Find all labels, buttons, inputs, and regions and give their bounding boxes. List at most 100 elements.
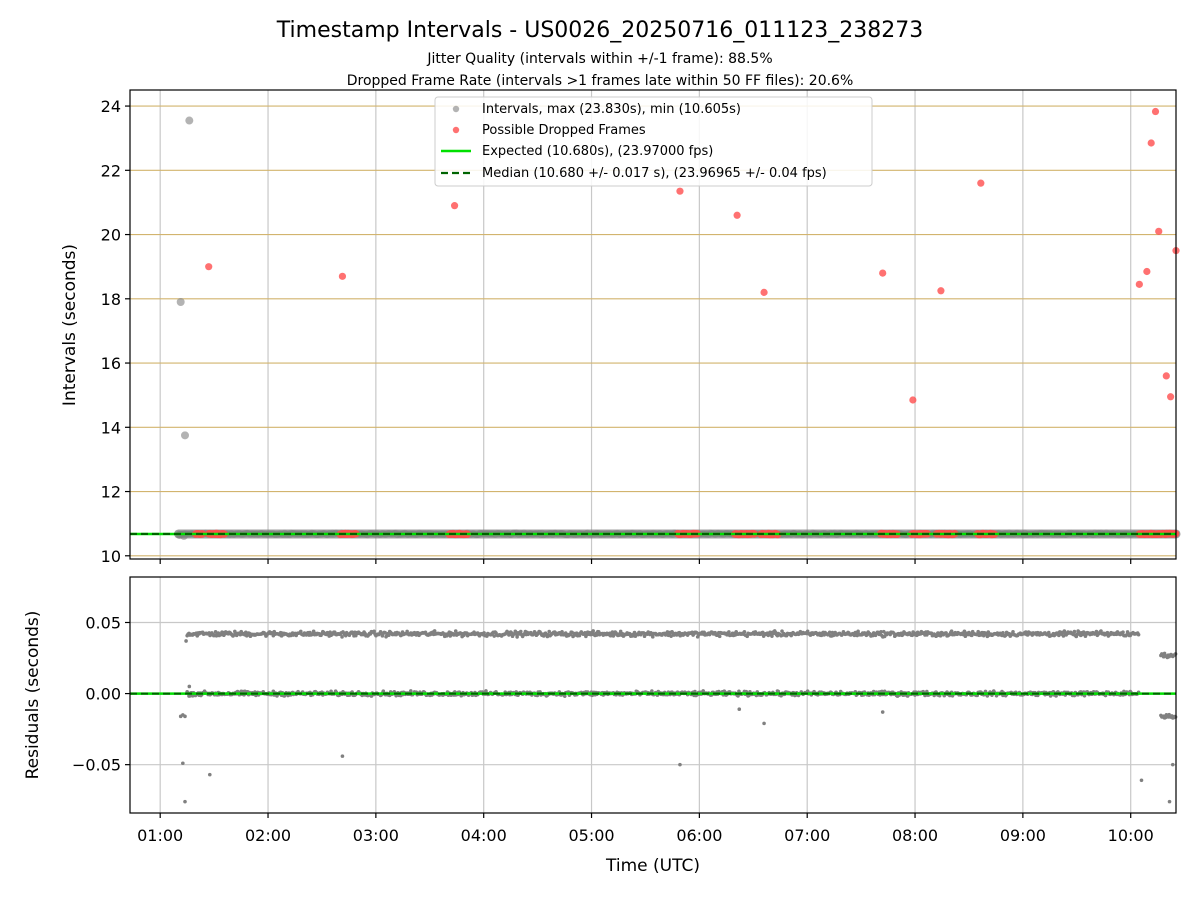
residual-point bbox=[650, 635, 655, 639]
top-y-tick-label: 22 bbox=[101, 161, 121, 180]
residual-point bbox=[827, 630, 832, 635]
residual-point bbox=[1054, 694, 1058, 698]
top-panel-grid bbox=[130, 90, 1176, 559]
residual-outlier-point bbox=[1139, 778, 1144, 783]
bottom-panel-frame bbox=[129, 576, 1177, 814]
residual-outlier-point bbox=[1170, 762, 1175, 767]
x-tick-label: 09:00 bbox=[1000, 826, 1046, 845]
residual-point bbox=[595, 633, 599, 637]
x-tick-label: 04:00 bbox=[461, 826, 507, 845]
residual-point bbox=[188, 694, 192, 698]
residual-point bbox=[1046, 630, 1051, 635]
dropped-frame-point bbox=[205, 263, 213, 271]
residual-point bbox=[1136, 632, 1141, 637]
residual-point bbox=[1061, 634, 1066, 638]
interval-outlier-point bbox=[180, 431, 189, 440]
residual-point bbox=[383, 630, 387, 635]
dropped-frame-point bbox=[676, 187, 684, 195]
dropped-frame-point bbox=[1167, 393, 1175, 401]
dropped-frame-point bbox=[1151, 107, 1160, 116]
residual-point bbox=[299, 629, 303, 634]
dropped-frame-point bbox=[909, 396, 917, 404]
residual-outlier-point bbox=[207, 772, 212, 777]
residual-point bbox=[742, 629, 747, 634]
dropped-frame-point bbox=[1155, 227, 1163, 235]
residual-point bbox=[547, 629, 552, 634]
x-tick-label: 05:00 bbox=[568, 826, 614, 845]
top-y-tick-label: 12 bbox=[101, 483, 121, 502]
dropped-frame-point bbox=[1147, 139, 1155, 147]
residual-outlier-point bbox=[183, 714, 187, 719]
dropped-frame-point bbox=[1143, 267, 1151, 276]
top-y-tick-label: 24 bbox=[101, 97, 121, 116]
bottom-y-axis-label: Residuals (seconds) bbox=[23, 611, 43, 780]
residual-outlier-point bbox=[183, 799, 187, 804]
dropped-frame-point bbox=[1135, 280, 1143, 288]
residual-point bbox=[856, 629, 860, 634]
dropped-frame-point bbox=[879, 269, 887, 277]
residual-point bbox=[340, 635, 344, 639]
residual-point bbox=[882, 689, 887, 694]
residual-point bbox=[879, 630, 883, 634]
chart-legend: Intervals, max (23.830s), min (10.605s) … bbox=[434, 96, 873, 187]
residual-point bbox=[717, 634, 722, 639]
legend-box bbox=[434, 96, 873, 187]
bottom-panel-data bbox=[130, 629, 1178, 804]
residual-point bbox=[944, 631, 948, 635]
dropped-frame-point bbox=[733, 211, 741, 219]
dropped-frame-point bbox=[977, 179, 985, 187]
x-tick-label: 02:00 bbox=[245, 826, 291, 845]
residual-point bbox=[432, 629, 437, 633]
residual-point bbox=[372, 629, 376, 634]
legend-label-dropped: Possible Dropped Frames bbox=[482, 123, 646, 138]
residual-point bbox=[560, 629, 564, 634]
residual-point bbox=[1072, 629, 1077, 634]
residual-point bbox=[745, 634, 749, 639]
legend-label-intervals: Intervals, max (23.830s), min (10.605s) bbox=[482, 102, 741, 117]
chart-subtitle-jitter: Jitter Quality (intervals within +/-1 fr… bbox=[426, 51, 772, 67]
residual-outlier-point bbox=[1167, 799, 1172, 804]
residual-point bbox=[938, 633, 943, 638]
residual-point bbox=[570, 630, 574, 635]
residual-point bbox=[665, 630, 670, 634]
residual-point bbox=[983, 689, 988, 694]
legend-label-median: Median (10.680 +/- 0.017 s), (23.96965 +… bbox=[482, 166, 827, 181]
x-tick-label: 06:00 bbox=[676, 826, 722, 845]
residual-point bbox=[780, 629, 784, 633]
legend-marker-dropped bbox=[452, 126, 460, 134]
residual-point bbox=[515, 635, 519, 639]
top-y-tick-label: 10 bbox=[101, 547, 121, 566]
interval-outlier-point bbox=[185, 116, 194, 125]
bottom-y-tick-label: 0.05 bbox=[85, 613, 121, 632]
residual-point bbox=[770, 634, 774, 638]
top-y-tick-label: 14 bbox=[101, 418, 121, 437]
top-y-tick-label: 16 bbox=[101, 354, 121, 373]
x-tick-label: 07:00 bbox=[784, 826, 830, 845]
residual-point bbox=[244, 630, 248, 635]
residual-point bbox=[1011, 630, 1015, 634]
top-y-axis-label: Intervals (seconds) bbox=[60, 244, 80, 406]
top-y-tick-label: 20 bbox=[101, 226, 121, 245]
residual-point bbox=[562, 694, 567, 698]
residual-point bbox=[387, 633, 391, 638]
residual-point bbox=[513, 629, 518, 634]
dropped-frame-point bbox=[1162, 372, 1170, 380]
residual-point bbox=[1094, 629, 1099, 634]
residual-point bbox=[669, 634, 673, 638]
bottom-y-tick-label: 0.00 bbox=[85, 685, 121, 704]
dropped-frame-point bbox=[450, 202, 459, 210]
dropped-frame-point bbox=[338, 272, 347, 280]
residual-point bbox=[591, 629, 596, 633]
dropped-frame-point bbox=[937, 287, 945, 295]
residual-point bbox=[650, 689, 654, 693]
residual-point bbox=[453, 629, 458, 633]
x-tick-label: 01:00 bbox=[137, 826, 183, 845]
bottom-y-tick-label: −0.05 bbox=[72, 756, 121, 775]
residual-outlier-point bbox=[762, 721, 766, 726]
residual-point bbox=[482, 631, 486, 635]
residual-outlier-point bbox=[880, 710, 885, 714]
top-panel-data bbox=[130, 107, 1181, 540]
dropped-frame-point bbox=[760, 288, 768, 296]
residual-outlier-point bbox=[340, 754, 345, 758]
